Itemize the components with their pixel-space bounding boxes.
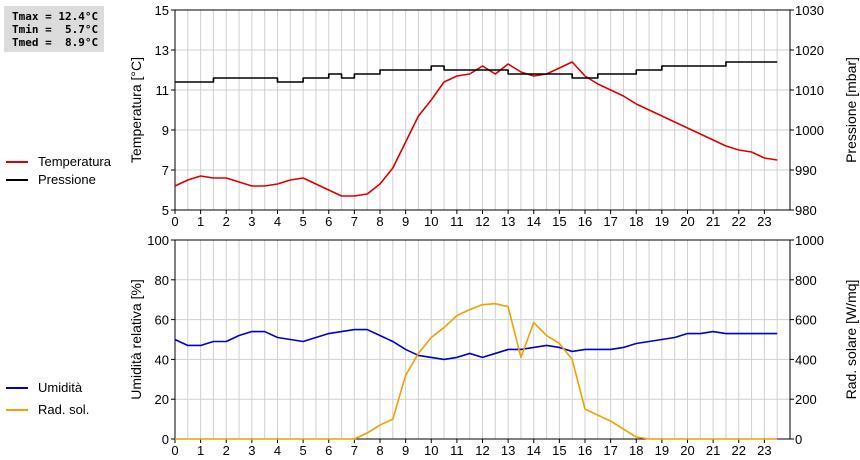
x-tick-label: 2 [223, 443, 230, 458]
x-tick-label: 0 [171, 214, 178, 229]
legend-label: Rad. sol. [38, 402, 89, 417]
x-tick-label: 6 [325, 443, 332, 458]
x-tick-label: 10 [424, 443, 438, 458]
y2-tick-label: 1000 [795, 123, 824, 138]
x-tick-label: 12 [475, 214, 489, 229]
x-tick-label: 16 [578, 214, 592, 229]
y-tick-label: 80 [155, 273, 169, 288]
stats-box: Tmax = 12.4°C Tmin = 5.7°C Tmed = 8.9°C [4, 6, 104, 52]
x-tick-label: 11 [450, 214, 464, 229]
x-tick-label: 8 [376, 443, 383, 458]
y2-tick-label: 990 [795, 163, 817, 178]
x-tick-label: 7 [351, 214, 358, 229]
x-tick-label: 1 [197, 214, 204, 229]
y-tick-label: 13 [155, 43, 169, 58]
tmed-text: Tmed = 8.9°C [12, 36, 99, 49]
x-tick-label: 2 [223, 214, 230, 229]
series-line-temperatura [174, 61, 778, 197]
x-tick-label: 12 [475, 443, 489, 458]
x-tick-label: 18 [629, 214, 643, 229]
series-line-umidita [174, 328, 778, 361]
x-tick-label: 19 [655, 443, 669, 458]
x-tick-label: 18 [629, 443, 643, 458]
y-tick-label: 9 [162, 123, 169, 138]
x-tick-label: 23 [757, 443, 771, 458]
chart-temperature-pressure: 0 1 2 3 4 5 6 7 8 9 10 11 12 13 14 15 16 17 18 19 20 21 22 2357… [128, 3, 859, 229]
legend-label: Umidità [38, 380, 83, 395]
x-tick-label: 4 [274, 214, 281, 229]
y-tick-label: 60 [155, 313, 169, 328]
x-tick-label: 9 [402, 214, 409, 229]
x-tick-label: 10 [424, 214, 438, 229]
y-tick-label: 100 [147, 233, 169, 248]
x-tick-label: 14 [527, 214, 541, 229]
y-tick-label: 7 [162, 163, 169, 178]
y-axis-title: Temperatura [°C] [128, 57, 144, 163]
x-tick-label: 17 [603, 443, 617, 458]
legend-label: Temperatura [38, 154, 112, 169]
x-tick-label: 7 [351, 443, 358, 458]
y2-tick-label: 400 [795, 352, 817, 367]
x-tick-label: 20 [680, 214, 694, 229]
x-tick-label: 23 [757, 214, 771, 229]
series-line-rad-sol [175, 302, 778, 440]
x-tick-label: 16 [578, 443, 592, 458]
y-tick-label: 15 [155, 3, 169, 18]
x-tick-label: 4 [274, 443, 281, 458]
x-tick-label: 15 [552, 443, 566, 458]
y2-tick-label: 1020 [795, 43, 824, 58]
x-tick-label: 22 [732, 443, 746, 458]
x-tick-label: 6 [325, 214, 332, 229]
y2-tick-label: 600 [795, 313, 817, 328]
x-tick-label: 3 [248, 214, 255, 229]
x-tick-label: 15 [552, 214, 566, 229]
y2-axis-title: Pressione [mbar] [843, 57, 859, 163]
x-tick-label: 17 [603, 214, 617, 229]
y-tick-label: 20 [155, 392, 169, 407]
x-tick-label: 19 [655, 214, 669, 229]
tmin-text: Tmin = 5.7°C [12, 23, 99, 36]
y2-tick-label: 1000 [795, 233, 824, 248]
y-axis-title: Umidità relativa [%] [128, 279, 144, 400]
x-tick-label: 20 [680, 443, 694, 458]
x-tick-label: 0 [171, 443, 178, 458]
y2-tick-label: 980 [795, 203, 817, 218]
y2-tick-label: 800 [795, 273, 817, 288]
y2-tick-label: 1030 [795, 3, 824, 18]
x-tick-label: 9 [402, 443, 409, 458]
legend-label: Pressione [38, 172, 96, 187]
x-tick-label: 11 [450, 443, 464, 458]
y-tick-label: 40 [155, 352, 169, 367]
x-tick-label: 21 [706, 214, 720, 229]
x-tick-label: 22 [732, 214, 746, 229]
y-tick-label: 0 [162, 432, 169, 447]
series-line-pressione [175, 61, 778, 83]
x-tick-label: 13 [501, 443, 515, 458]
y2-tick-label: 0 [795, 432, 802, 447]
y2-tick-label: 200 [795, 392, 817, 407]
legend: Temperatura Pressione Umidità Rad. sol. [6, 154, 112, 417]
y2-tick-label: 1010 [795, 83, 824, 98]
x-tick-label: 21 [706, 443, 720, 458]
y2-axis-title: Rad. solare [W/mq] [843, 280, 859, 400]
tmax-text: Tmax = 12.4°C [12, 10, 99, 23]
x-tick-label: 3 [248, 443, 255, 458]
y-tick-label: 11 [156, 83, 170, 98]
y-tick-label: 5 [162, 203, 169, 218]
x-tick-label: 5 [300, 214, 307, 229]
x-tick-label: 1 [197, 443, 204, 458]
x-tick-label: 13 [501, 214, 515, 229]
chart-humidity-radiation: 0 1 2 3 4 5 6 7 8 9 10 11 12 13 14 15 16 17 18 19 20 21 22 2302… [128, 233, 859, 458]
x-tick-label: 8 [376, 214, 383, 229]
x-tick-label: 14 [527, 443, 541, 458]
x-tick-label: 5 [300, 443, 307, 458]
